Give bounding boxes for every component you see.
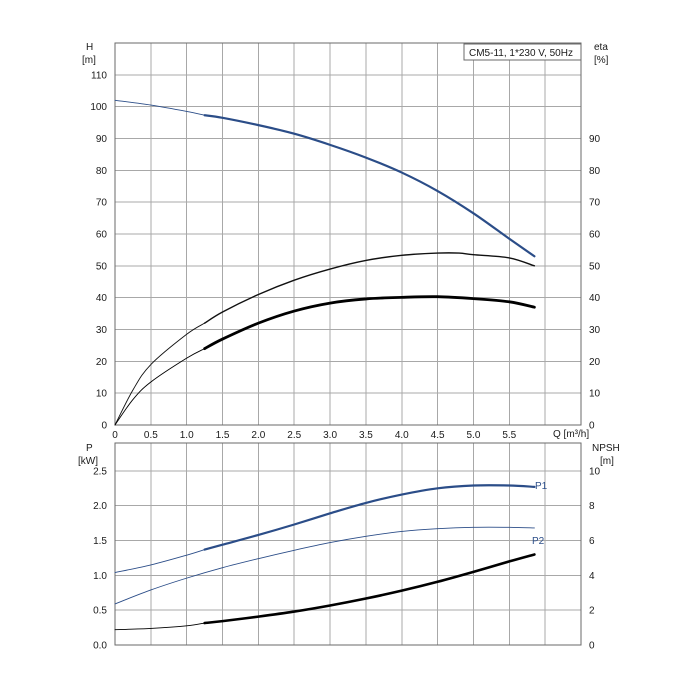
y2-tick-label: 6 — [589, 536, 595, 547]
x-tick-label: 3.0 — [323, 430, 337, 441]
right-axis-label-npsh: NPSH — [592, 443, 620, 454]
top-panel-frame — [114, 42, 582, 426]
x-tick-label: 4.0 — [395, 430, 409, 441]
series-label-p1: P1 — [535, 481, 548, 492]
x-tick-label: 1.5 — [216, 430, 230, 441]
x-tick-label: 0 — [112, 430, 118, 441]
bottom-panel-grid — [115, 443, 581, 645]
y-tick-label: 1.5 — [93, 536, 107, 547]
y-tick-label: 20 — [96, 357, 108, 368]
y2-tick-label: 90 — [589, 134, 601, 145]
x-axis-label-q: Q [m³/h] — [553, 429, 589, 440]
x-tick-label: 4.5 — [431, 430, 445, 441]
top-panel-grid — [115, 43, 581, 425]
y2-tick-label: 20 — [589, 357, 601, 368]
series-line-eta_combined-extended — [114, 348, 206, 426]
series-line-p1-extended — [114, 549, 206, 574]
y-tick-label: 30 — [96, 325, 108, 336]
y2-tick-label: 60 — [589, 230, 601, 241]
y2-tick-label: 4 — [589, 571, 595, 582]
y-tick-label: 70 — [96, 198, 108, 209]
left-axis-unit-kw: [kW] — [78, 456, 98, 467]
y-tick-label: 0 — [101, 421, 107, 432]
y2-tick-label: 0 — [589, 641, 595, 652]
y-tick-label: 2.5 — [93, 466, 107, 477]
y2-tick-label: 10 — [589, 389, 601, 400]
y2-tick-label: 10 — [589, 466, 601, 477]
left-axis-label-p: P — [86, 443, 93, 454]
right-axis-unit-percent: [%] — [594, 55, 609, 66]
series-line-h-extended — [114, 99, 206, 116]
y-tick-label: 0.0 — [93, 641, 107, 652]
y-tick-label: 90 — [96, 134, 108, 145]
y-tick-label: 0.5 — [93, 606, 107, 617]
left-axis-label-h: H — [86, 42, 93, 53]
y2-tick-label: 8 — [589, 501, 595, 512]
series-line-npsh-extended — [114, 622, 206, 631]
y2-tick-label: 40 — [589, 293, 601, 304]
y-tick-label: 60 — [96, 230, 108, 241]
y2-tick-label: 0 — [589, 421, 595, 432]
series-line-npsh — [203, 553, 536, 625]
y2-tick-label: 80 — [589, 166, 601, 177]
title-box — [463, 43, 582, 61]
x-tick-label: 5.0 — [467, 430, 481, 441]
y-tick-label: 50 — [96, 261, 108, 272]
series-line-p1 — [203, 484, 536, 551]
series-line-eta — [203, 252, 536, 324]
right-axis-label-eta: eta — [594, 42, 608, 53]
y-tick-label: 1.0 — [93, 571, 107, 582]
y-tick-label: 80 — [96, 166, 108, 177]
x-tick-label: 2.5 — [287, 430, 301, 441]
y-tick-label: 100 — [90, 102, 107, 113]
right-axis-unit-m: [m] — [600, 456, 614, 467]
x-tick-label: 3.5 — [359, 430, 373, 441]
y-tick-label: 40 — [96, 293, 108, 304]
chart-title: CM5-11, 1*230 V, 50Hz — [469, 48, 573, 59]
x-tick-label: 1.0 — [180, 430, 194, 441]
series-line-eta_combined — [203, 295, 536, 350]
y-tick-label: 110 — [91, 70, 107, 81]
bottom-panel-series — [114, 484, 536, 631]
x-tick-label: 0.5 — [144, 430, 158, 441]
tick-labels: 0102030405060708090100110010203040506070… — [90, 70, 600, 651]
series-line-eta-extended — [114, 322, 206, 426]
y-tick-label: 10 — [96, 389, 108, 400]
y2-tick-label: 30 — [589, 325, 601, 336]
bottom-panel-frame — [114, 442, 582, 646]
series-line-p2-extended — [114, 526, 535, 605]
y2-tick-label: 70 — [589, 198, 601, 209]
top-panel-series — [114, 99, 536, 426]
left-axis-unit-m: [m] — [82, 55, 96, 66]
x-tick-label: 2.0 — [251, 430, 265, 441]
y-tick-label: 2.0 — [93, 501, 107, 512]
y2-tick-label: 50 — [589, 261, 601, 272]
series-label-p2: P2 — [532, 536, 545, 547]
series-line-h — [203, 114, 536, 258]
x-tick-label: 5.5 — [502, 430, 516, 441]
y2-tick-label: 2 — [589, 606, 595, 617]
